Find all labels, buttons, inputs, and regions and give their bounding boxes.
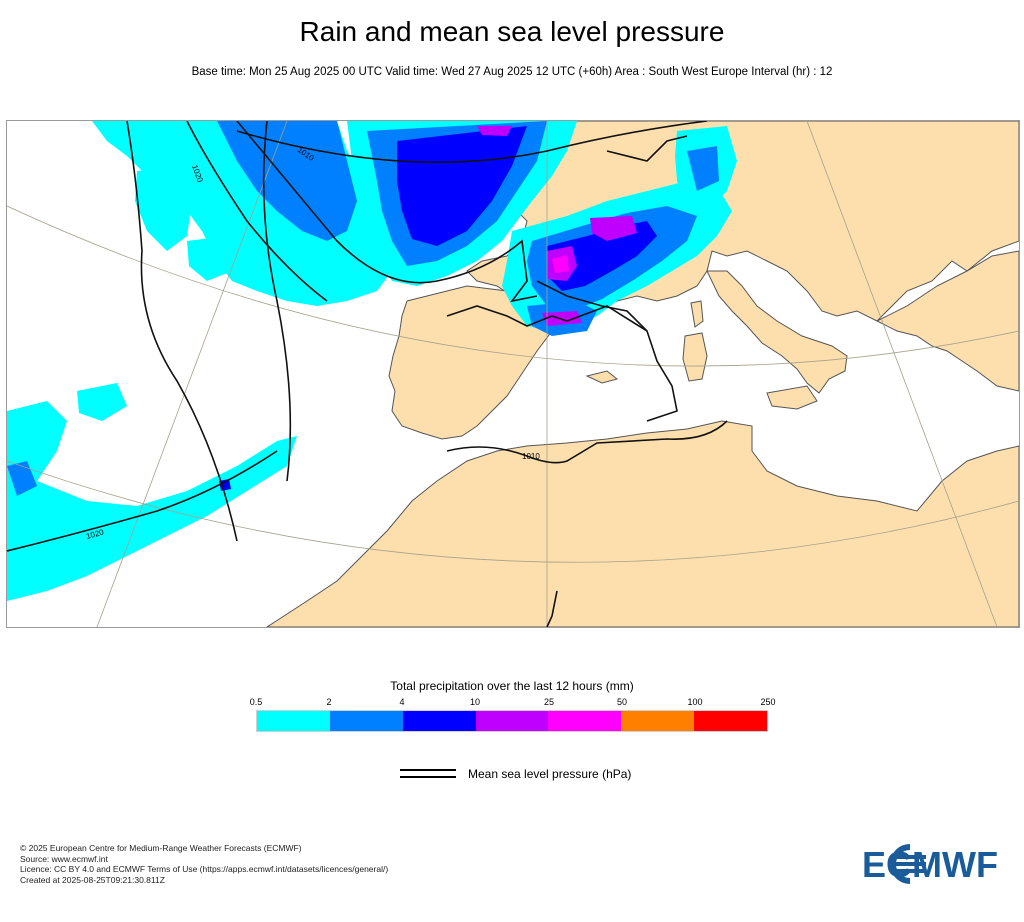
- isobar-1010-sw: [7, 450, 278, 552]
- land-africa: [266, 420, 1019, 627]
- ecmwf-logo-text: ECMWF: [862, 844, 998, 885]
- legend-color-swatch: [402, 711, 476, 731]
- isobar-1010-north: [236, 121, 538, 303]
- rain-france-peak-2: [590, 216, 637, 241]
- rain-alps-blue: [687, 146, 719, 191]
- isobar-label-3: 1010: [522, 452, 540, 461]
- map-panel: 1010 1020 1010 1020: [6, 120, 1020, 628]
- graticule-parallel-1: [7, 205, 1019, 367]
- graticule-layer: [7, 121, 1019, 627]
- land-sicily: [766, 385, 818, 410]
- legend-color-swatch: [548, 711, 622, 731]
- legend-colorbar: [256, 710, 768, 732]
- isobar-iberia: [446, 305, 678, 422]
- pressure-legend-label: Mean sea level pressure (hPa): [468, 767, 632, 781]
- ecmwf-logo-icon: [890, 844, 926, 884]
- footer-line: Licence: CC BY 4.0 and ECMWF Terms of Us…: [20, 864, 389, 874]
- legend-color-swatch: [329, 711, 403, 731]
- map-canvas: 1010 1020 1010 1020: [7, 121, 1019, 627]
- isobar-1020-north: [186, 121, 328, 302]
- footer-line: Source: www.ecmwf.int: [20, 853, 108, 864]
- legend-tick: 50: [616, 697, 628, 707]
- chart-subtitle: Base time: Mon 25 Aug 2025 00 UTC Valid …: [191, 66, 833, 78]
- rain-biscay-core: [397, 126, 527, 246]
- footer-line: © 2025 European Centre for Medium-Range …: [20, 843, 302, 853]
- pressure-legend-line: [400, 769, 456, 779]
- rain-biscay-peak: [477, 126, 512, 136]
- graticule-meridian-1: [96, 121, 288, 627]
- legend-color-swatch: [257, 711, 330, 731]
- legend-color-swatch: [621, 711, 695, 731]
- isobar-north-arc: [236, 121, 708, 164]
- graticule-parallel-2: [7, 460, 1019, 563]
- rain-france-peak-3: [552, 255, 569, 273]
- rain-atlantic-shower-1: [135, 166, 192, 251]
- footer-credits: © 2025 European Centre for Medium-Range …: [20, 843, 388, 885]
- land-italy: [706, 270, 848, 394]
- rain-sw-core: [219, 479, 231, 491]
- rain-atlantic-shower-3: [77, 383, 127, 421]
- rain-sw-band: [7, 401, 297, 601]
- land-corsica: [690, 300, 704, 328]
- legend-tick: 25: [543, 697, 555, 707]
- legend-tick: 0.5: [249, 697, 263, 707]
- legend-tick: 250: [760, 697, 776, 707]
- land-balearics: [585, 370, 619, 384]
- footer-line: Created at 2025-08-25T09:21:30.811Z: [20, 874, 165, 885]
- land-sardinia: [682, 332, 708, 382]
- legend-tick: 2: [326, 697, 332, 707]
- isobar-layer: [7, 121, 728, 627]
- legend-title: Total precipitation over the last 12 hou…: [390, 679, 634, 693]
- isobar-1010-africa: [446, 420, 728, 464]
- land-balkans: [875, 250, 1019, 392]
- legend-tick: 10: [469, 697, 481, 707]
- isobar-central: [536, 280, 648, 332]
- chart-title: Rain and mean sea level pressure: [299, 16, 725, 47]
- rain-sw-band-blue: [7, 461, 37, 496]
- legend-tick: 4: [399, 697, 405, 707]
- legend-tick: 100: [687, 697, 703, 707]
- rain-atlantic-shower-2: [187, 236, 232, 281]
- rain-france-core: [547, 221, 657, 291]
- legend-color-swatch: [694, 711, 768, 731]
- isobar-east: [606, 135, 688, 162]
- isobar-africa-south: [546, 590, 558, 627]
- graticule-meridian-3: [806, 121, 998, 627]
- isobar-1020-atlantic: [126, 121, 238, 542]
- legend-color-swatch: [475, 711, 549, 731]
- isobar-1020-west: [262, 121, 292, 482]
- legend-ticks: 0.5 2 4 10 25 50 100 250: [250, 697, 776, 709]
